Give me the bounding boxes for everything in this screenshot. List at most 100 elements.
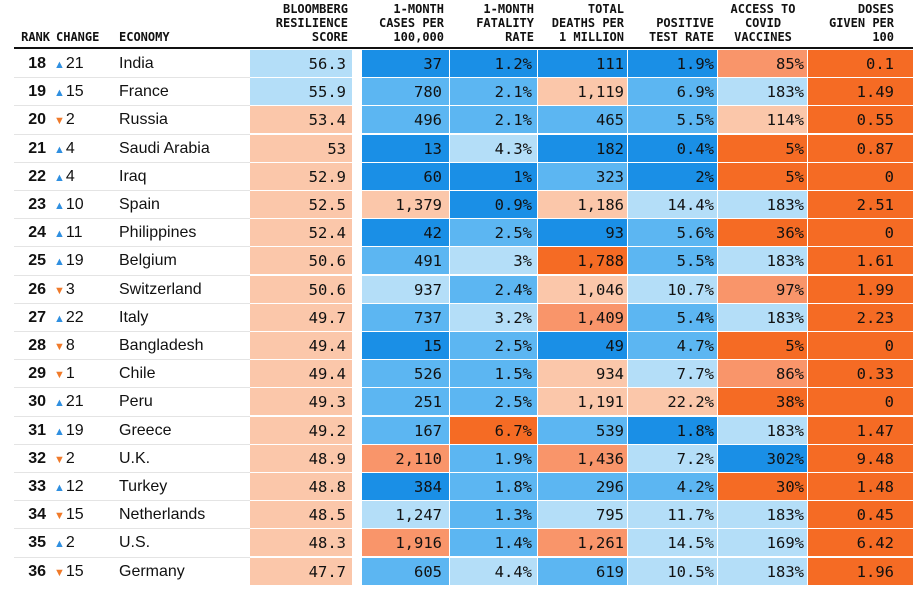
rank-cell: 22 <box>28 167 46 185</box>
economy-cell: Greece <box>119 421 172 439</box>
positive-cell-background <box>628 247 717 275</box>
table-row: 35 ▲2 U.S. 48.3 1,916 1.4% 1,261 14.5% 169% 6.42 <box>0 528 915 557</box>
table-row: 28 ▼8 Bangladesh 49.4 15 2.5% 49 4.7% 5% 0 <box>0 331 915 359</box>
header-cases: 1-MONTH CASES PER 100,000 <box>378 2 444 44</box>
table-row: 31 ▲19 Greece 49.2 167 6.7% 539 1.8% 183% 1.47 <box>0 415 915 444</box>
cases-cell-background <box>362 388 449 416</box>
arrow-up-icon: ▲ <box>54 397 65 410</box>
access-cell: 85% <box>776 55 804 73</box>
fatality-cell-background <box>450 388 537 416</box>
economy-cell: U.S. <box>119 534 151 552</box>
fatality-cell-background <box>450 162 537 190</box>
table-row: 25 ▲19 Belgium 50.6 491 3% 1,788 5.5% 183% 1.61 <box>0 246 915 275</box>
deaths-cell: 934 <box>596 365 624 384</box>
change-value: 2 <box>65 111 75 129</box>
score-cell-background <box>250 275 352 303</box>
deaths-cell-background <box>538 501 627 529</box>
cases-cell: 491 <box>414 252 442 271</box>
row-divider <box>14 190 250 191</box>
change-value: 21 <box>65 393 84 411</box>
score-cell-background <box>250 303 352 331</box>
deaths-cell: 1,191 <box>577 393 624 412</box>
fatality-cell: 2.1% <box>494 83 532 102</box>
deaths-cell-background <box>538 332 627 359</box>
economy-cell: Bangladesh <box>119 337 204 354</box>
positive-cell-background <box>628 416 717 444</box>
arrow-up-icon: ▲ <box>54 200 65 212</box>
change-cell: ▲4 <box>54 134 114 162</box>
score-cell-background <box>250 529 352 557</box>
cases-cell-background <box>362 360 449 388</box>
arrow-up-icon: ▲ <box>54 312 65 325</box>
positive-cell-background <box>628 332 717 359</box>
doses-cell-background <box>808 219 913 247</box>
score-cell: 53 <box>327 139 346 158</box>
economy-cell: Chile <box>119 365 156 383</box>
row-divider <box>14 443 250 445</box>
positive-cell: 5.5% <box>676 111 714 130</box>
cases-cell: 1,379 <box>395 196 442 214</box>
table-row: 33 ▲12 Turkey 48.8 384 1.8% 296 4.2% 30% 1.48 <box>0 472 915 500</box>
change-value: 19 <box>65 252 84 270</box>
positive-cell: 22.2% <box>667 393 714 412</box>
change-cell: ▲11 <box>54 218 114 246</box>
access-cell-background <box>718 303 807 331</box>
positive-cell-background <box>628 275 717 303</box>
deaths-cell-background <box>538 416 627 444</box>
change-cell: ▼15 <box>54 500 114 528</box>
doses-cell: 1.96 <box>856 562 894 581</box>
change-cell: ▲19 <box>54 416 114 444</box>
header-positive: POSITIVE TEST RATE <box>648 16 714 44</box>
cases-cell-background <box>362 444 449 472</box>
doses-cell-background <box>808 50 913 77</box>
cases-cell-background <box>362 134 449 162</box>
doses-cell-background <box>808 191 913 218</box>
access-cell: 30% <box>776 478 804 496</box>
positive-cell: 14.5% <box>667 534 714 553</box>
access-cell: 38% <box>776 393 804 412</box>
doses-cell-background <box>808 444 913 472</box>
score-cell-background <box>250 106 352 134</box>
access-cell: 5% <box>785 337 804 355</box>
economy-cell: Germany <box>119 562 185 580</box>
fatality-cell: 2.5% <box>494 224 532 243</box>
fatality-cell-background <box>450 134 537 162</box>
deaths-cell: 619 <box>596 562 624 581</box>
cases-cell: 42 <box>423 224 442 243</box>
fatality-cell: 4.4% <box>494 562 532 581</box>
change-cell: ▼2 <box>54 444 114 472</box>
table-row: 26 ▼3 Switzerland 50.6 937 2.4% 1,046 10.7% 97% 1… <box>0 274 915 303</box>
access-cell-background <box>718 162 807 190</box>
cases-cell: 496 <box>414 111 442 130</box>
table-row: 27 ▲22 Italy 49.7 737 3.2% 1,409 5.4% 183% 2.23 <box>0 302 915 331</box>
deaths-cell: 539 <box>596 421 624 440</box>
arrow-up-icon: ▲ <box>54 143 65 156</box>
header-score: BLOOMBERG RESILIENCE SCORE <box>275 2 348 44</box>
access-cell-background <box>718 219 807 247</box>
cases-cell-background <box>362 247 449 275</box>
fatality-cell: 3.2% <box>494 308 532 327</box>
doses-cell-background <box>808 275 913 303</box>
deaths-cell-background <box>538 50 627 77</box>
deaths-cell-background <box>538 444 627 472</box>
row-divider <box>14 274 250 276</box>
economy-cell: Iraq <box>119 167 147 185</box>
access-cell: 183% <box>766 252 804 271</box>
cases-cell: 2,110 <box>395 449 442 468</box>
doses-cell-background <box>808 106 913 134</box>
access-cell-background <box>718 444 807 472</box>
doses-cell: 2.51 <box>856 196 894 214</box>
cases-cell: 737 <box>414 308 442 327</box>
doses-cell: 0 <box>884 393 894 412</box>
positive-cell-background <box>628 162 717 190</box>
doses-cell: 1.61 <box>856 252 894 271</box>
cases-cell: 937 <box>414 280 442 299</box>
positive-cell-background <box>628 78 717 106</box>
rank-cell: 34 <box>28 506 46 524</box>
score-cell: 53.4 <box>308 111 346 130</box>
row-divider <box>14 218 250 220</box>
cases-cell-background <box>362 50 449 77</box>
rank-cell: 31 <box>28 421 46 439</box>
positive-cell-background <box>628 360 717 388</box>
economy-cell: Belgium <box>119 252 177 270</box>
